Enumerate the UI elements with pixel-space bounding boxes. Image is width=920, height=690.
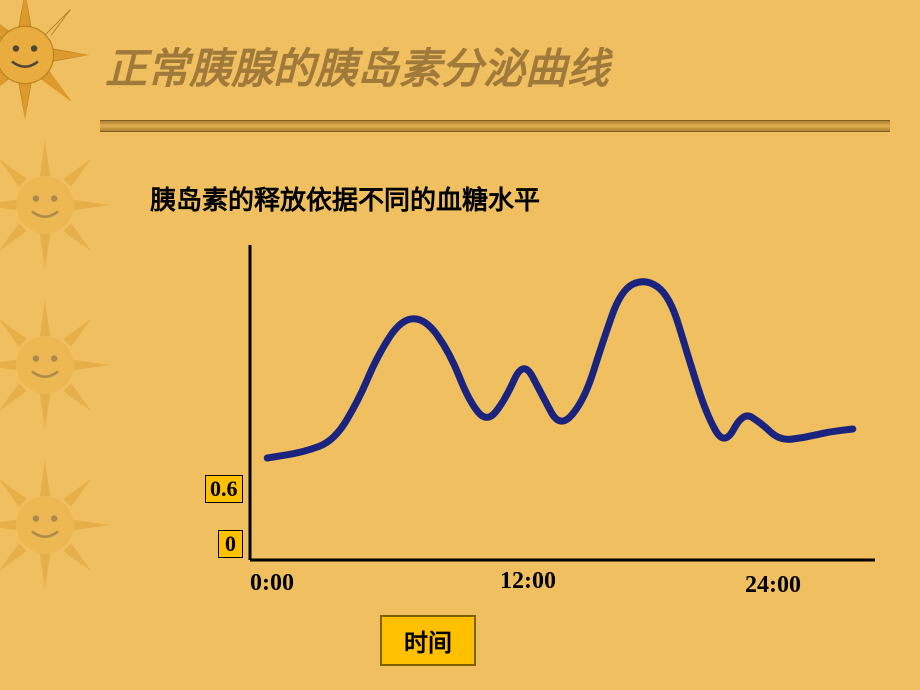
sun-icon [0,300,110,430]
x-axis-title: 时间 [380,615,476,666]
subtitle: 胰岛素的释放依据不同的血糖水平 [150,180,540,217]
page-title: 正常胰腺的胰岛素分泌曲线 [105,35,609,96]
x-axis-label-12: 12:00 [500,568,556,595]
sun-icon [0,140,110,270]
x-axis-label-0: 0:00 [250,570,294,597]
y-axis-label-0.6: 0.6 [205,475,243,503]
x-axis-label-24: 24:00 [745,572,801,599]
sun-icon [0,0,90,120]
insulin-curve-chart [195,245,875,585]
sun-icon [0,460,110,590]
title-divider [100,120,890,132]
y-axis-label-0: 0 [218,530,243,558]
